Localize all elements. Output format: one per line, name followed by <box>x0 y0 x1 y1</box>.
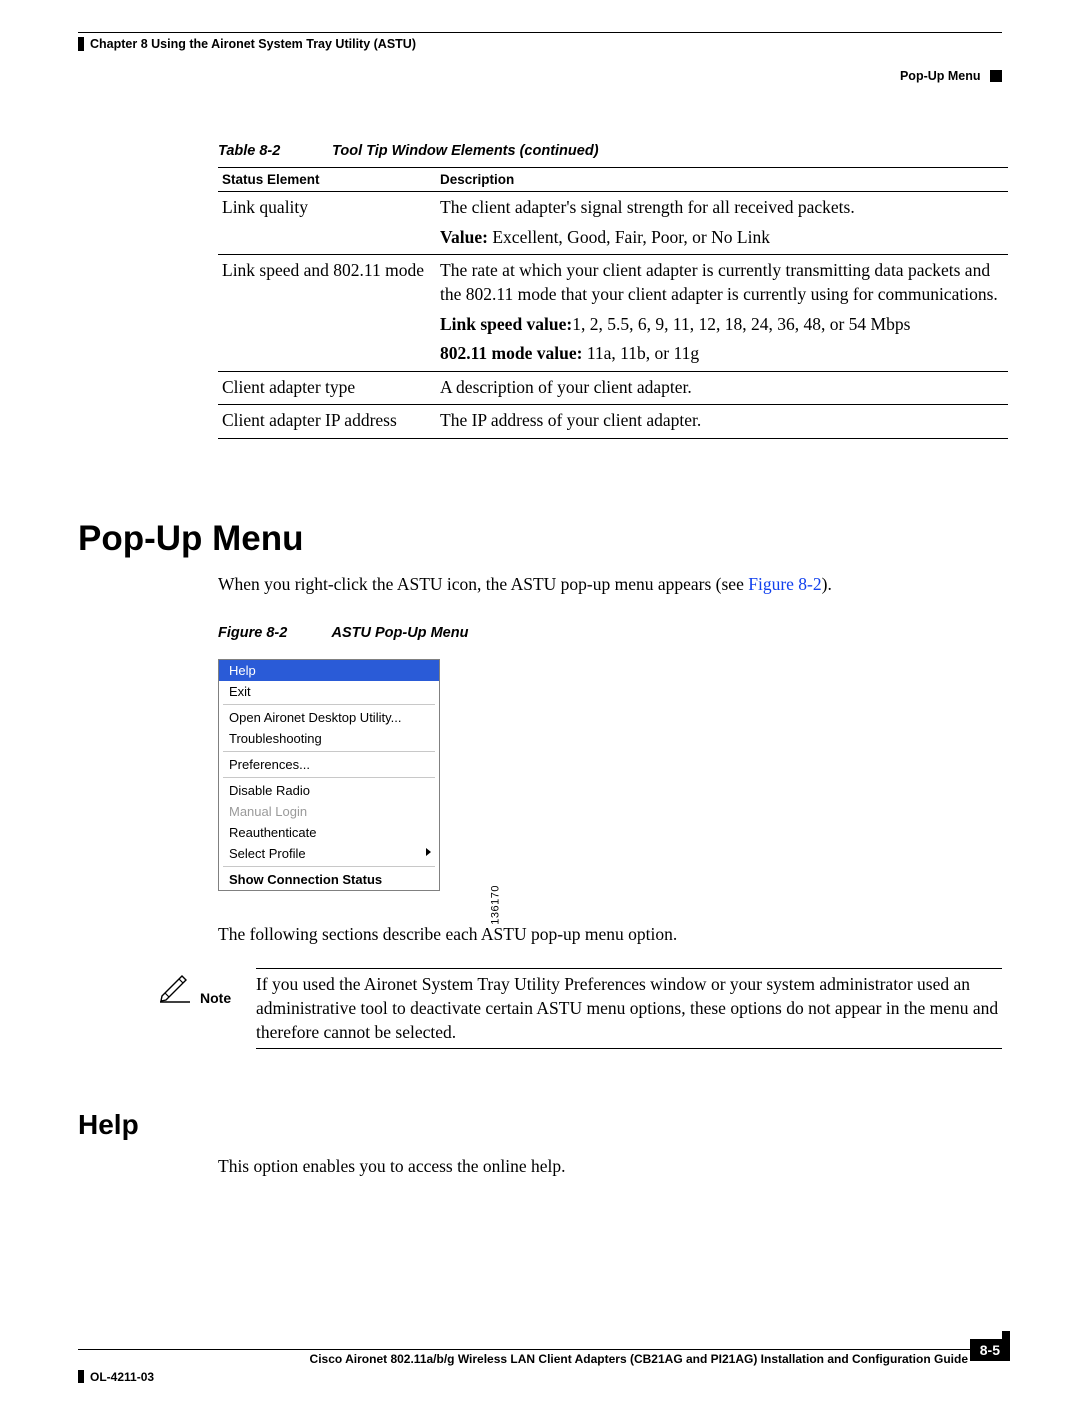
menu-item-troubleshooting[interactable]: Troubleshooting <box>219 728 439 749</box>
elements-table: Status Element Description Link quality … <box>218 167 1008 439</box>
help-text: This option enables you to access the on… <box>218 1155 1002 1179</box>
note-text: If you used the Aironet System Tray Util… <box>256 968 1002 1049</box>
popup-intro: When you right-click the ASTU icon, the … <box>218 573 1002 597</box>
table-caption: Table 8-2 Tool Tip Window Elements (cont… <box>218 143 1002 159</box>
menu-item-disable-radio[interactable]: Disable Radio <box>219 780 439 801</box>
footer-doc-title: Cisco Aironet 802.11a/b/g Wireless LAN C… <box>78 1350 1002 1366</box>
context-menu: Help Exit Open Aironet Desktop Utility..… <box>218 659 440 891</box>
table-row: Link quality The client adapter's signal… <box>218 192 1008 255</box>
menu-item-select-profile[interactable]: Select Profile <box>219 843 439 864</box>
figure-caption: Figure 8-2 ASTU Pop-Up Menu <box>218 625 1002 641</box>
submenu-arrow-icon <box>426 848 431 856</box>
table-row: Link speed and 802.11 mode The rate at w… <box>218 255 1008 372</box>
figure-id: 136170 <box>490 885 502 925</box>
note-label: Note <box>200 968 256 1006</box>
menu-item-open-adu[interactable]: Open Aironet Desktop Utility... <box>219 707 439 728</box>
astu-popup-figure: Help Exit Open Aironet Desktop Utility..… <box>218 659 478 891</box>
menu-item-help[interactable]: Help <box>219 660 439 681</box>
table-col-status: Status Element <box>218 168 436 192</box>
menu-item-exit[interactable]: Exit <box>219 681 439 702</box>
table-row: Client adapter IP address The IP address… <box>218 405 1008 439</box>
after-figure-text: The following sections describe each AST… <box>218 923 1002 947</box>
menu-item-manual-login: Manual Login <box>219 801 439 822</box>
header-marker <box>990 70 1002 82</box>
table-row: Client adapter type A description of you… <box>218 371 1008 405</box>
menu-item-preferences[interactable]: Preferences... <box>219 754 439 775</box>
page-marker <box>1002 1331 1010 1339</box>
menu-item-reauthenticate[interactable]: Reauthenticate <box>219 822 439 843</box>
popup-heading: Pop-Up Menu <box>78 519 1002 559</box>
table-col-desc: Description <box>436 168 1008 192</box>
menu-item-show-status[interactable]: Show Connection Status <box>219 869 439 890</box>
help-heading: Help <box>78 1109 1002 1141</box>
note-pencil-icon <box>156 968 200 1004</box>
figure-ref-link[interactable]: Figure 8-2 <box>748 574 821 594</box>
header-subsection: Pop-Up Menu <box>900 69 981 83</box>
page-number: 8-5 <box>970 1339 1010 1361</box>
footer-doc-code: OL-4211-03 <box>78 1370 1002 1384</box>
header-chapter: Chapter 8 Using the Aironet System Tray … <box>90 37 1002 51</box>
